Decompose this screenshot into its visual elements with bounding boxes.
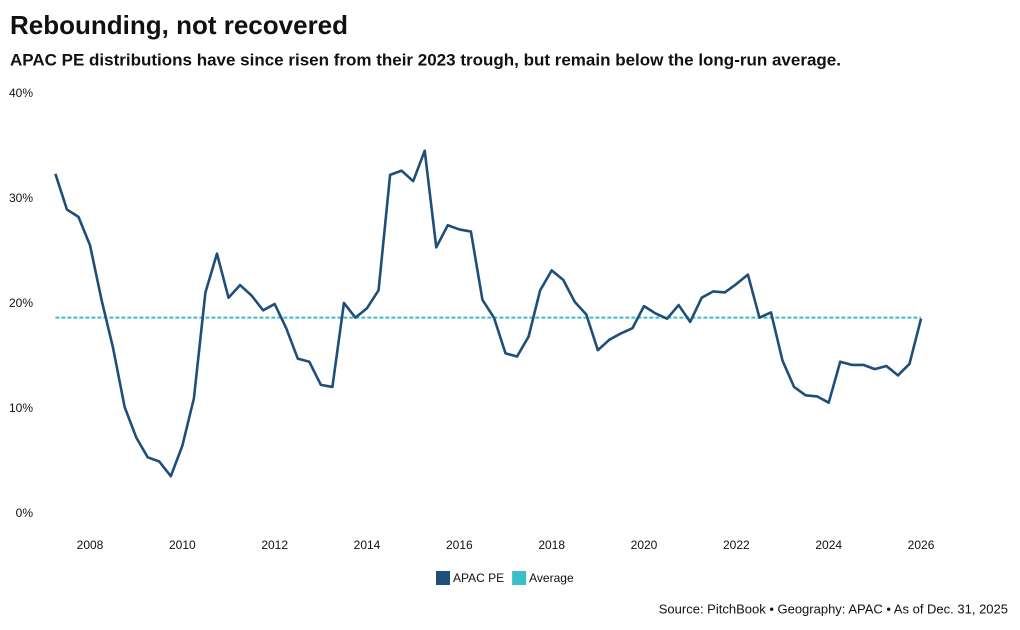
legend-label: Average <box>529 571 574 585</box>
x-tick-label: 2024 <box>815 538 842 552</box>
chart-title: Rebounding, not recovered <box>10 10 348 40</box>
y-tick-label: 20% <box>9 296 33 310</box>
legend-swatch <box>512 571 527 585</box>
y-tick-label: 10% <box>9 401 33 415</box>
legend-swatch <box>436 571 450 585</box>
y-tick-label: 0% <box>16 506 34 520</box>
legend-label: APAC PE <box>453 571 504 585</box>
x-tick-label: 2022 <box>723 538 750 552</box>
x-tick-label: 2010 <box>169 538 196 552</box>
y-tick-label: 40% <box>9 86 33 100</box>
x-tick-label: 2020 <box>631 538 658 552</box>
series-line <box>54 149 923 478</box>
source-note: Source: PitchBook • Geography: APAC • As… <box>659 601 1008 616</box>
x-tick-label: 2026 <box>908 538 935 552</box>
x-tick-label: 2018 <box>538 538 565 552</box>
x-tick-label: 2016 <box>446 538 473 552</box>
chart-subtitle: APAC PE distributions have since risen f… <box>10 50 841 69</box>
x-tick-label: 2012 <box>261 538 288 552</box>
x-tick-label: 2008 <box>77 538 104 552</box>
x-tick-label: 2014 <box>354 538 381 552</box>
y-tick-label: 30% <box>9 191 33 205</box>
